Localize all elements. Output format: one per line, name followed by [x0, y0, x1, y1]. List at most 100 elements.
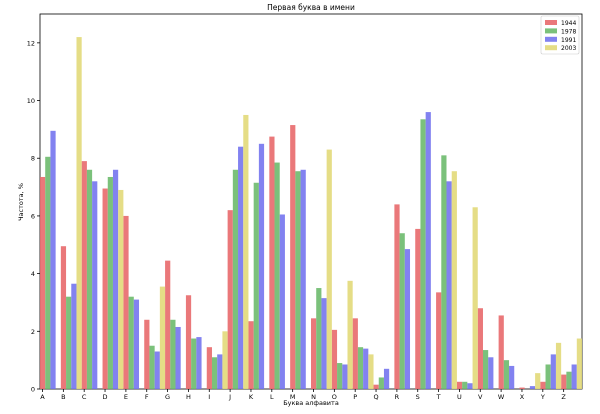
y-tick-label: 0 [31, 386, 35, 394]
bar-1978-Z [566, 371, 572, 389]
x-tick-label: S [416, 393, 420, 401]
x-tick-label: M [290, 393, 296, 401]
bar-2003-X [535, 373, 541, 389]
bar-1944-D [102, 188, 108, 389]
bar-1991-A [50, 130, 56, 390]
bar-1944-O [331, 329, 338, 389]
bar-1944-S [415, 228, 421, 389]
bar-1991-I [217, 354, 223, 389]
bar-2003-Y [555, 342, 562, 389]
bar-1944-L [269, 136, 275, 389]
legend-swatch [545, 36, 557, 42]
bar-1978-I [211, 357, 218, 389]
x-tick-label: N [311, 393, 316, 401]
bar-1944-R [394, 204, 400, 389]
x-tick-label: Z [561, 393, 566, 401]
bar-2003-Z [576, 338, 582, 389]
bar-1944-H [185, 295, 192, 389]
bar-2003-D [118, 189, 124, 389]
bar-1944-W [498, 315, 504, 389]
x-tick-label: Y [540, 393, 545, 401]
bar-1978-F [149, 345, 155, 389]
bar-1978-B [66, 296, 72, 389]
x-tick-label: J [228, 393, 231, 401]
bar-1978-N [316, 288, 322, 389]
bar-2003-P [368, 354, 374, 389]
bar-1978-S [420, 119, 426, 390]
bar-1944-M [290, 125, 296, 390]
bar-1991-F [154, 351, 160, 389]
bar-1944-K [248, 321, 254, 389]
x-tick-label: U [457, 393, 462, 401]
x-tick-label: D [103, 393, 108, 401]
bar-1991-N [321, 298, 327, 389]
bar-1978-V [482, 350, 489, 389]
bar-1978-C [86, 169, 93, 389]
legend-swatch [545, 45, 557, 51]
x-axis: A B C D E F G H I J K L M N O P Q R S T U V W X Y Z [40, 389, 566, 401]
bar-2003-O [347, 280, 353, 389]
x-axis-label: Буква алфавита [283, 399, 339, 407]
bar-1944-Z [561, 374, 567, 389]
bar-1978-A [45, 156, 51, 389]
x-tick-label: P [353, 393, 357, 401]
bar-1991-Z [571, 364, 577, 389]
bar-1978-E [128, 296, 134, 389]
x-tick-label: R [395, 393, 400, 401]
bar-1944-G [165, 260, 171, 389]
y-tick-label: 12 [27, 39, 35, 47]
legend-swatch [545, 20, 557, 25]
y-tick-label: 6 [31, 212, 35, 220]
bar-1991-P [363, 348, 369, 389]
bar-1944-X [519, 387, 525, 389]
x-tick-label: L [270, 393, 274, 401]
bar-2003-B [76, 37, 82, 389]
y-tick-label: 2 [31, 328, 35, 336]
bar-1978-T [441, 155, 447, 389]
bar-1944-T [436, 292, 442, 389]
bar-1978-Y [545, 364, 551, 389]
bar-1991-X [529, 386, 536, 389]
x-tick-label: C [82, 393, 87, 401]
bar-1991-L [279, 214, 285, 389]
bar-1944-E [123, 215, 129, 389]
bar-1944-V [477, 308, 483, 389]
bar-1978-H [191, 338, 197, 389]
x-tick-label: I [208, 393, 210, 401]
bar-1991-M [300, 169, 306, 389]
bar-1991-B [71, 283, 77, 389]
legend-label: 2003 [561, 45, 576, 52]
bar-2003-T [451, 171, 457, 389]
legend-swatch [545, 28, 557, 34]
y-tick-label: 8 [31, 155, 35, 163]
bar-1944-P [352, 318, 358, 389]
x-tick-label: K [249, 393, 254, 401]
bar-2003-F [159, 286, 166, 389]
bar-1978-D [107, 176, 113, 389]
bar-2003-I [222, 331, 228, 389]
bar-1991-E [133, 299, 140, 389]
bar-2003-U [472, 207, 478, 389]
bar-1991-O [342, 364, 348, 389]
bar-1991-G [175, 326, 181, 389]
x-tick-label: E [124, 393, 128, 401]
x-tick-label: W [498, 393, 505, 401]
bar-1944-I [206, 347, 212, 389]
x-tick-label: F [145, 393, 149, 401]
bar-1944-F [144, 319, 150, 389]
bar-1944-U [456, 381, 463, 389]
bar-1991-R [404, 249, 411, 389]
legend-label: 1978 [561, 28, 576, 35]
bar-1944-B [60, 246, 67, 389]
legend-label: 1991 [561, 37, 576, 44]
bar-1978-G [170, 319, 176, 389]
legend-label: 1944 [561, 20, 576, 27]
bars-group [40, 37, 582, 390]
bar-1991-V [488, 357, 494, 389]
bar-1978-J [232, 169, 239, 389]
bar-1944-Y [540, 381, 546, 389]
bar-1991-K [258, 143, 265, 389]
y-axis-label: Частота, % [17, 183, 25, 221]
bar-1991-H [196, 337, 202, 389]
x-tick-label: Q [373, 393, 378, 401]
